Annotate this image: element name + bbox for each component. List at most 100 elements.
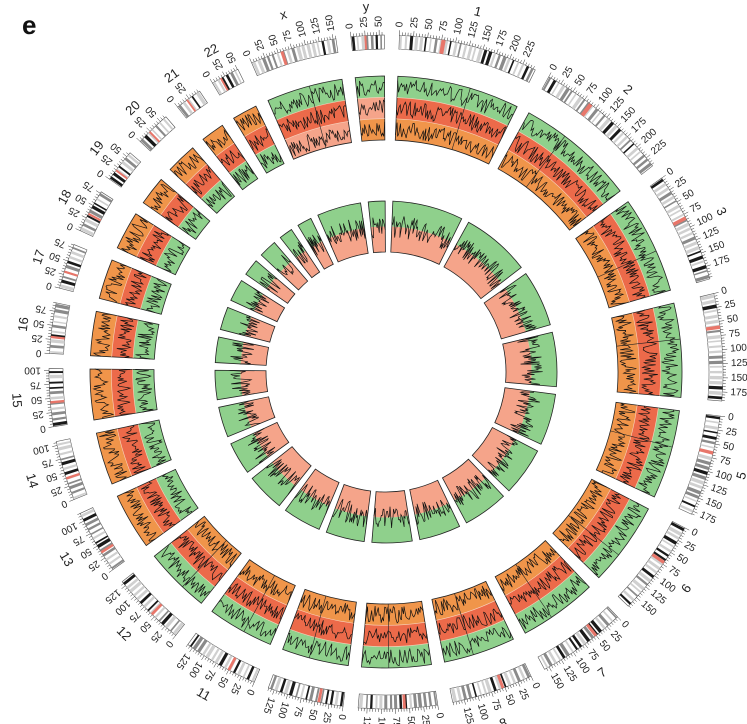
outer-guide — [508, 149, 587, 218]
tick-mark — [611, 622, 614, 626]
ideogram-band — [423, 37, 428, 52]
tick-mark — [279, 48, 282, 52]
outer-signal-trace — [92, 313, 112, 357]
tick-mark — [67, 488, 71, 491]
ideogram-band — [447, 41, 452, 56]
tick-label: 25 — [516, 687, 531, 702]
tick-mark — [234, 64, 238, 70]
tick-mark — [91, 540, 95, 543]
tick-mark — [63, 478, 67, 480]
tick-mark — [252, 58, 255, 62]
tick-mark — [308, 700, 310, 704]
tick-label: 50 — [32, 317, 45, 329]
tick-mark — [606, 113, 611, 118]
tick-mark — [640, 149, 644, 152]
tick-mark — [701, 489, 705, 492]
tick-mark — [285, 694, 288, 700]
inner-track-frame — [230, 421, 290, 473]
outer-track-band — [138, 419, 172, 468]
ideogram-band — [575, 631, 587, 645]
tick-label: 75 — [202, 667, 217, 683]
tick-mark — [711, 457, 717, 460]
tick-mark — [649, 160, 653, 163]
ideogram-band — [246, 666, 255, 680]
tick-label: 175 — [494, 28, 510, 48]
tick-mark — [66, 254, 70, 256]
tick-mark — [287, 46, 290, 50]
ideogram-band — [64, 468, 79, 476]
chromosome-15: 0 25 50 75 100 15 — [9, 365, 269, 434]
tick-mark — [608, 624, 612, 627]
ideogram-band — [606, 607, 617, 619]
outer-track-frame — [211, 559, 296, 645]
tick-mark — [107, 564, 110, 567]
tick-mark — [646, 154, 651, 159]
tick-mark — [160, 117, 163, 120]
ideogram-band — [705, 419, 720, 424]
ideogram-band — [465, 684, 473, 699]
tick-mark — [281, 692, 283, 696]
tick-label: 25 — [253, 37, 267, 52]
tick-label: 0 — [39, 422, 47, 434]
tick-mark — [716, 438, 720, 440]
tick-label: 50 — [108, 140, 124, 156]
tick-mark — [111, 170, 115, 173]
ideogram-band — [703, 429, 718, 434]
tick-label: 50 — [726, 313, 739, 326]
ideogram-band — [136, 588, 149, 601]
tick-mark — [582, 645, 585, 649]
tick-mark — [247, 679, 250, 683]
tick-label: 25 — [561, 64, 576, 80]
ideogram-band — [51, 330, 66, 334]
tick-label: 0 — [665, 166, 676, 178]
tick-mark — [270, 688, 272, 692]
tick-mark — [221, 667, 224, 671]
tick-mark — [298, 43, 301, 47]
tick-mark — [75, 228, 81, 231]
tick-mark — [558, 79, 561, 83]
outer-guide — [119, 268, 133, 304]
ideogram-band — [521, 65, 530, 80]
tick-mark — [584, 95, 588, 100]
ideogram-band — [110, 176, 124, 187]
tick-mark — [194, 91, 197, 94]
outer-signal-trace — [121, 215, 148, 254]
outer-guide — [357, 97, 385, 100]
ideogram-band — [683, 495, 698, 503]
tick-mark — [699, 495, 703, 497]
tick-mark — [575, 650, 578, 654]
ideogram-band — [172, 622, 184, 635]
ideogram-band — [559, 642, 570, 657]
ideogram-band — [91, 205, 106, 215]
tick-mark — [150, 614, 153, 618]
tick-mark — [707, 471, 713, 474]
tick-mark — [718, 314, 722, 316]
outer-guide — [116, 428, 133, 477]
ideogram-band — [690, 260, 705, 267]
inner-track-frame — [219, 306, 276, 343]
segment-divider — [616, 338, 681, 347]
tick-mark — [63, 259, 68, 262]
tick-mark — [161, 626, 166, 631]
outer-track-band — [90, 368, 115, 421]
tick-label: 25 — [148, 629, 164, 645]
inner-track-band — [317, 202, 365, 239]
outer-track-frame — [431, 580, 514, 663]
ideogram-band — [494, 675, 502, 690]
ideogram-band — [112, 172, 126, 183]
ideogram-band — [320, 688, 325, 703]
ideogram-band — [237, 661, 246, 676]
tick-label: 75 — [438, 19, 451, 32]
ideogram-band — [158, 610, 170, 622]
chromosome-label: 21 — [161, 65, 182, 86]
centromere — [115, 169, 128, 180]
ideogram-band — [201, 642, 212, 656]
tick-mark — [636, 597, 641, 602]
tick-mark — [69, 494, 73, 496]
centromere — [50, 399, 65, 404]
ideogram-band — [638, 571, 652, 583]
